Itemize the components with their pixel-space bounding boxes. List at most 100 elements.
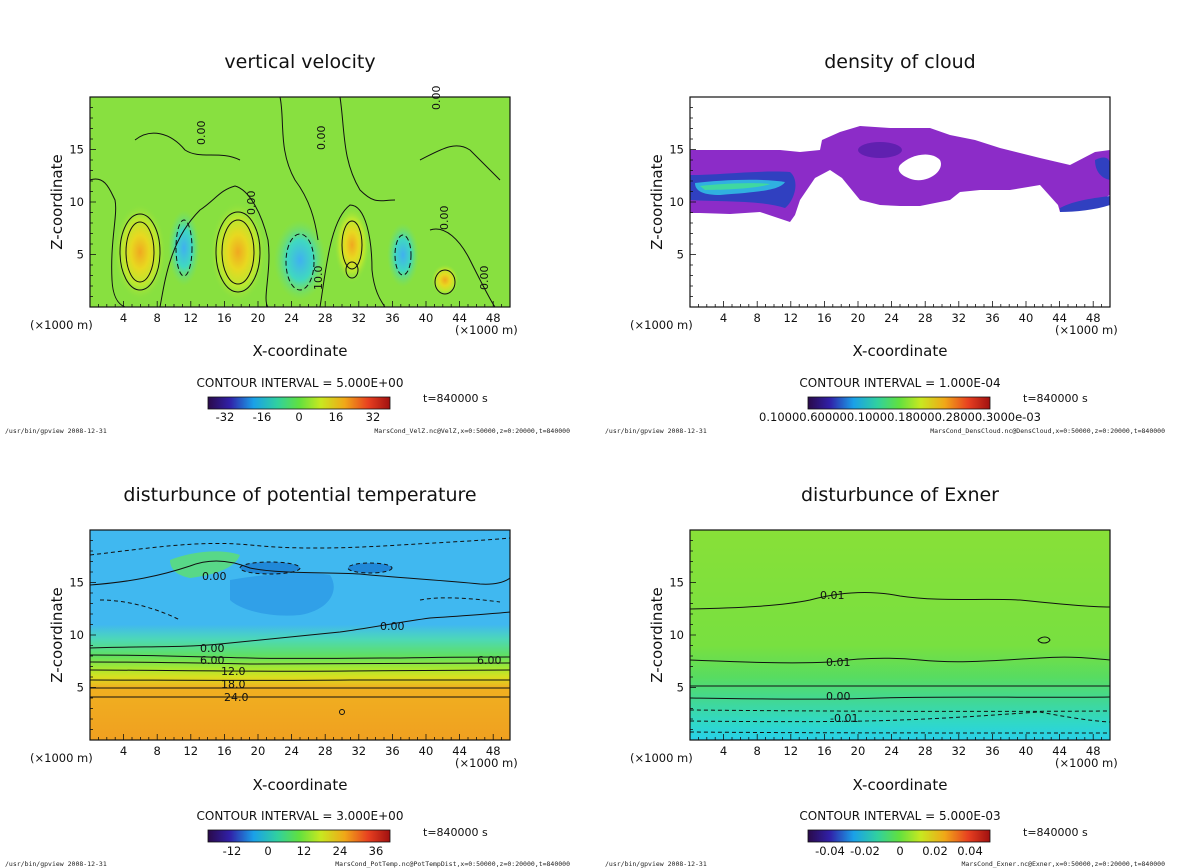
cloud-clear-patch — [898, 154, 941, 181]
footer-right: MarsCond_PotTemp.nc@PotTempDist,x=0:5000… — [335, 860, 570, 868]
x-tick-label: 16 — [817, 744, 832, 758]
y-ticks: 5 10 15 — [669, 96, 696, 308]
colorbar — [807, 396, 991, 410]
x-tick-label: 32 — [351, 744, 366, 758]
x-tick-label: 16 — [217, 744, 232, 758]
chart-title: disturbunce of Exner — [801, 484, 999, 506]
x-unit-right: (×1000 m) — [455, 323, 518, 337]
plot-area — [689, 96, 1111, 308]
colorbar-tick-label: 32 — [366, 410, 381, 424]
colorbar-ticks: -12 0 12 24 36 — [223, 844, 384, 858]
colorbar-tick-label: 16 — [329, 410, 344, 424]
x-tick-label: 8 — [154, 744, 161, 758]
contour-label: 24.0 — [224, 691, 249, 704]
x-tick-label: 32 — [951, 744, 966, 758]
x-unit-left: (×1000 m) — [630, 751, 693, 765]
colorbar-tick-label: 36 — [369, 844, 384, 858]
footer-left: /usr/bin/gpview 2008-12-31 — [605, 427, 707, 435]
x-tick-label: 28 — [918, 311, 933, 325]
chart-title: vertical velocity — [224, 51, 375, 73]
x-tick-label: 8 — [154, 311, 161, 325]
contour-interval: CONTOUR INTERVAL = 5.000E+00 — [197, 376, 404, 390]
contour-lines — [89, 560, 511, 715]
x-tick-label: 12 — [783, 744, 798, 758]
x-tick-label: 28 — [918, 744, 933, 758]
colorbar — [207, 829, 391, 843]
footer-left: /usr/bin/gpview 2008-12-31 — [5, 860, 107, 868]
x-tick-label: 36 — [385, 744, 400, 758]
cloud-core — [1095, 157, 1110, 180]
x-tick-label: 32 — [951, 311, 966, 325]
footer-right: MarsCond_Exner.nc@Exner,x=0:50000,z=0:20… — [962, 860, 1166, 868]
x-unit-right: (×1000 m) — [455, 756, 518, 770]
x-tick-label: 40 — [1019, 311, 1034, 325]
field-background — [90, 530, 510, 740]
x-tick-label: 20 — [251, 744, 266, 758]
time-label: t=840000 s — [423, 392, 488, 405]
x-tick-label: 16 — [217, 311, 232, 325]
colorbar-tick-label: -0.02 — [850, 844, 880, 858]
cloud-core — [858, 142, 902, 158]
colorbar — [807, 829, 991, 843]
contour-label: 0.00 — [245, 191, 258, 216]
colorbar — [207, 396, 391, 410]
colorbar-tick-label: 0.02 — [922, 844, 948, 858]
y-tick-label: 5 — [77, 248, 84, 262]
colorbar-tick-label: 0 — [295, 410, 302, 424]
x-tick-label: 24 — [884, 744, 899, 758]
colorbar-tick-label: 0.04 — [957, 844, 983, 858]
chart-title: disturbunce of potential temperature — [123, 484, 476, 506]
contour-label: 10.0 — [312, 266, 325, 291]
contour-interval: CONTOUR INTERVAL = 5.000E-03 — [799, 809, 1000, 823]
x-tick-label: 20 — [851, 311, 866, 325]
contour-label: 0.00 — [380, 620, 405, 633]
plot-area: 0.01 0.01 0.00 -0.01 — [689, 529, 1111, 741]
x-tick-label: 28 — [318, 311, 333, 325]
x-tick-label: 12 — [183, 311, 198, 325]
x-tick-label: 24 — [884, 311, 899, 325]
contour-lines — [89, 96, 501, 308]
x-tick-label: 4 — [720, 311, 727, 325]
x-axis-label: X-coordinate — [853, 342, 948, 360]
panel-density-of-cloud: density of cloud 4 8 12 16 20 24 28 32 36 40 44 48 … — [605, 51, 1165, 435]
field-background — [690, 530, 1110, 740]
x-tick-label: 36 — [385, 311, 400, 325]
x-tick-label: 40 — [1019, 744, 1034, 758]
warm-band — [170, 551, 240, 578]
x-tick-label: 44 — [1052, 744, 1067, 758]
x-tick-label: 28 — [318, 744, 333, 758]
contour-label: 0.01 — [826, 656, 851, 669]
cool-cell — [168, 210, 200, 286]
y-tick-label: 15 — [69, 143, 84, 157]
contour-label: 6.00 — [477, 654, 502, 667]
plot-area: 0.00 0.00 0.00 0.00 0.00 0.00 10.0 — [89, 86, 511, 308]
dashed-contours — [175, 219, 412, 291]
contour-label: 0.00 — [430, 86, 443, 111]
x-axis-label: X-coordinate — [253, 776, 348, 794]
colorbar-tick-label: -16 — [253, 410, 272, 424]
contour-label: 18.0 — [221, 678, 246, 691]
cloud-core — [1060, 196, 1110, 212]
colorbar-tick-labels: 0.10000.600000.10000.180000.28000.3000e-… — [759, 410, 1041, 424]
y-tick-label: 10 — [69, 628, 84, 642]
x-unit-right: (×1000 m) — [1055, 756, 1118, 770]
x-tick-label: 4 — [720, 744, 727, 758]
contour-label: 0.00 — [438, 206, 451, 231]
x-tick-label: 48 — [1086, 311, 1101, 325]
colorbar-ticks: -32 -16 0 16 32 — [216, 410, 381, 424]
contour-lines — [689, 592, 1111, 700]
x-tick-label: 20 — [851, 744, 866, 758]
x-tick-label: 44 — [452, 311, 467, 325]
contour-label: 0.00 — [195, 121, 208, 146]
x-unit-left: (×1000 m) — [30, 318, 93, 332]
warm-cell — [334, 207, 370, 283]
x-tick-label: 12 — [183, 744, 198, 758]
y-tick-label: 5 — [677, 248, 684, 262]
y-axis-label: Z-coordinate — [48, 154, 66, 249]
x-tick-label: 44 — [452, 744, 467, 758]
colorbar-tick-label: -32 — [216, 410, 235, 424]
y-tick-label: 5 — [677, 681, 684, 695]
x-axis-label: X-coordinate — [253, 342, 348, 360]
x-unit-left: (×1000 m) — [30, 751, 93, 765]
